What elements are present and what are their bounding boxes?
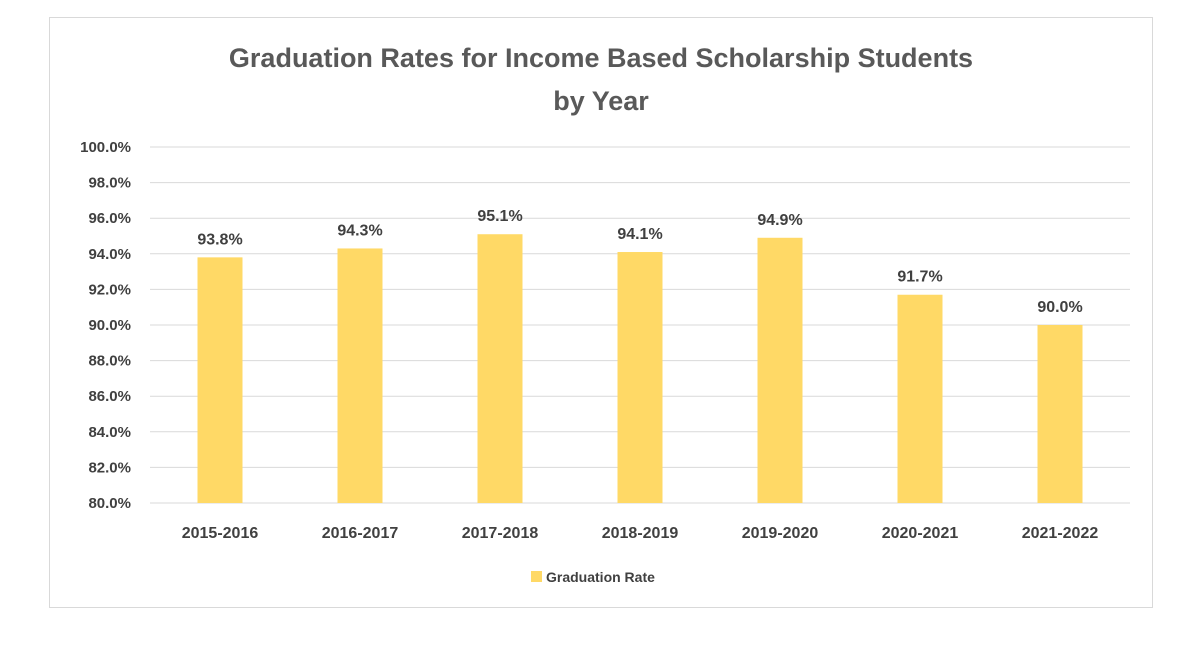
bar[interactable] [197, 257, 243, 503]
x-tick-label: 2021-2022 [1022, 525, 1099, 542]
chart-title: Graduation Rates for Income Based Schola… [229, 43, 973, 116]
x-tick-label: 2016-2017 [322, 525, 399, 542]
y-tick-label: 100.0% [80, 139, 131, 156]
bar[interactable] [617, 252, 663, 503]
data-label: 94.3% [337, 222, 382, 239]
x-tick-label: 2018-2019 [602, 525, 679, 542]
y-tick-label: 84.0% [88, 424, 131, 441]
y-tick-label: 96.0% [88, 210, 131, 227]
bar[interactable] [757, 237, 803, 503]
y-tick-label: 82.0% [88, 459, 131, 476]
y-tick-label: 88.0% [88, 353, 131, 370]
data-label: 91.7% [897, 269, 942, 286]
y-tick-label: 86.0% [88, 388, 131, 405]
data-label: 90.0% [1037, 299, 1082, 316]
gridlines [150, 146, 1130, 504]
x-axis-tick-labels: 2015-2016 2016-2017 2017-2018 2018-2019 2019… [182, 525, 1099, 542]
bar[interactable] [897, 294, 943, 503]
legend-label: Graduation Rate [546, 569, 655, 585]
chart-title-line-2: by Year [553, 86, 649, 116]
bars [197, 234, 1083, 503]
x-tick-label: 2019-2020 [742, 525, 819, 542]
y-tick-label: 90.0% [88, 317, 131, 334]
bar[interactable] [337, 248, 383, 503]
data-label: 94.1% [617, 226, 662, 243]
x-tick-label: 2017-2018 [462, 525, 539, 542]
x-tick-label: 2020-2021 [882, 525, 959, 542]
data-label: 95.1% [477, 208, 522, 225]
bar[interactable] [1037, 325, 1083, 503]
data-label: 94.9% [757, 212, 802, 229]
y-tick-label: 98.0% [88, 175, 131, 192]
data-label: 93.8% [197, 231, 242, 248]
legend-swatch [531, 571, 542, 582]
chart-title-line-1: Graduation Rates for Income Based Schola… [229, 43, 973, 73]
y-tick-label: 92.0% [88, 281, 131, 298]
x-tick-label: 2015-2016 [182, 525, 259, 542]
y-tick-label: 80.0% [88, 495, 131, 512]
data-labels: 93.8% 94.3% 95.1% 94.1% 94.9% 91.7% 90.0% [197, 208, 1082, 316]
y-axis-tick-labels: 80.0% 82.0% 84.0% 86.0% 88.0% 90.0% 92.0% 94.0%… [80, 139, 131, 512]
bar[interactable] [477, 234, 523, 503]
legend[interactable]: Graduation Rate [531, 569, 655, 585]
y-tick-label: 94.0% [88, 246, 131, 263]
